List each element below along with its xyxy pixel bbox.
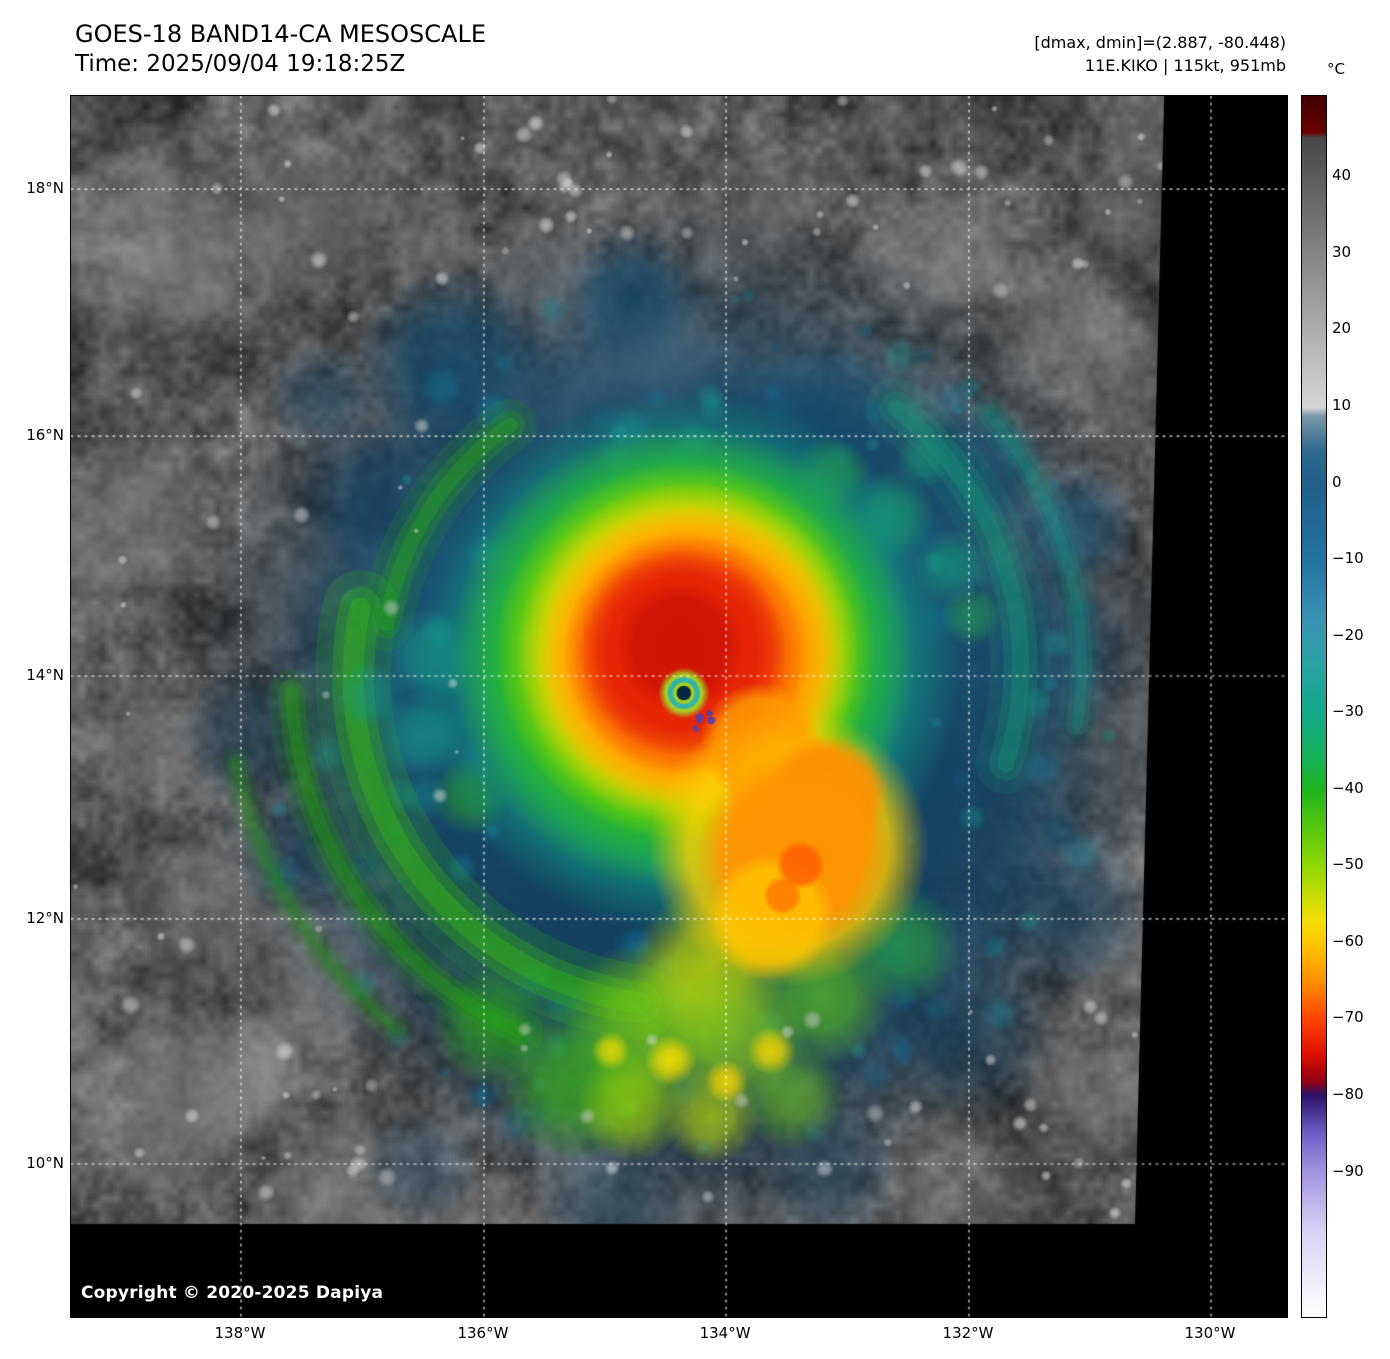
colorbar-tick-label: −80 bbox=[1332, 1085, 1364, 1104]
longitude-tick-label: 136°W bbox=[457, 1324, 509, 1342]
colorbar-tick-label: 0 bbox=[1332, 472, 1342, 491]
dmax-dmin-readout: [dmax, dmin]=(2.887, -80.448) bbox=[1034, 33, 1286, 52]
product-time: Time: 2025/09/04 19:18:25Z bbox=[75, 51, 406, 77]
longitude-tick-label: 130°W bbox=[1184, 1324, 1236, 1342]
storm-info: 11E.KIKO | 115kt, 951mb bbox=[1084, 56, 1286, 75]
colorbar-tick-label: 40 bbox=[1332, 166, 1352, 185]
colorbar-tick-label: −20 bbox=[1332, 625, 1364, 644]
colorbar-unit-label: °C bbox=[1327, 60, 1345, 78]
colorbar-tick-label: −60 bbox=[1332, 931, 1364, 950]
longitude-tick-label: 134°W bbox=[699, 1324, 751, 1342]
longitude-tick-label: 132°W bbox=[942, 1324, 994, 1342]
copyright-label: Copyright © 2020-2025 Dapiya bbox=[81, 1283, 384, 1303]
colorbar-tick-label: 20 bbox=[1332, 319, 1352, 338]
map-frame: Copyright © 2020-2025 Dapiya bbox=[70, 95, 1288, 1318]
colorbar-tick-label: −30 bbox=[1332, 702, 1364, 721]
latitude-tick-label: 10°N bbox=[26, 1154, 64, 1172]
latitude-tick-label: 12°N bbox=[26, 908, 64, 927]
latitude-tick-label: 14°N bbox=[26, 665, 64, 684]
product-title: GOES-18 BAND14-CA MESOSCALE bbox=[75, 20, 486, 48]
colorbar-tick-label: −10 bbox=[1332, 549, 1364, 568]
satellite-canvas bbox=[71, 96, 1287, 1317]
colorbar bbox=[1301, 95, 1327, 1318]
colorbar-tick-label: −40 bbox=[1332, 778, 1364, 797]
longitude-tick-label: 138°W bbox=[214, 1324, 266, 1342]
colorbar-tick-label: 10 bbox=[1332, 396, 1352, 414]
colorbar-tick-label: −90 bbox=[1332, 1161, 1364, 1180]
latitude-tick-label: 16°N bbox=[26, 426, 64, 445]
latitude-tick-label: 18°N bbox=[26, 179, 64, 198]
colorbar-tick-label: −70 bbox=[1332, 1008, 1364, 1027]
colorbar-tick-label: −50 bbox=[1332, 855, 1364, 874]
colorbar-tick-label: 30 bbox=[1332, 242, 1352, 261]
